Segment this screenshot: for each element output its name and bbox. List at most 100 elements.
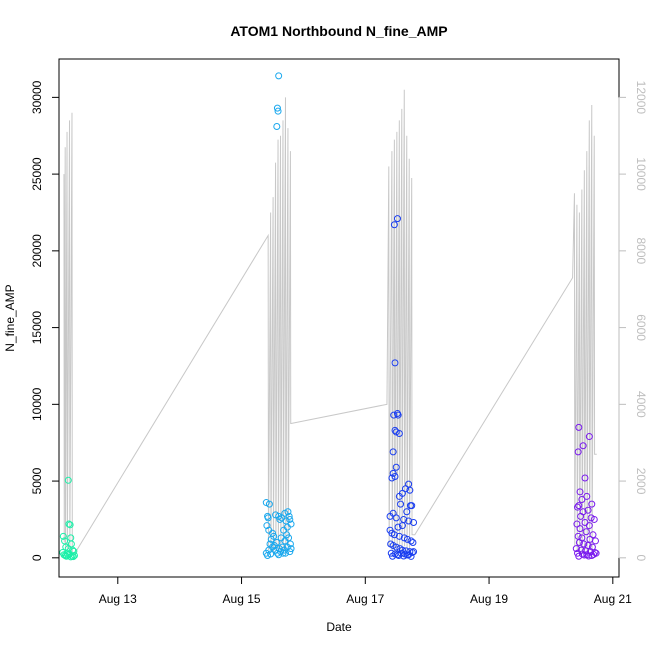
data-point bbox=[575, 538, 583, 546]
data-point bbox=[405, 517, 413, 525]
data-point bbox=[590, 515, 598, 523]
data-point bbox=[64, 545, 72, 553]
data-point bbox=[576, 488, 584, 496]
data-point bbox=[392, 514, 400, 522]
data-point bbox=[406, 486, 414, 494]
data-point bbox=[572, 545, 580, 553]
data-point bbox=[67, 534, 75, 542]
y-tick-label: 25000 bbox=[30, 157, 44, 191]
y-tick-label: 10000 bbox=[30, 387, 44, 421]
chart-title: ATOM1 Northbound N_fine_AMP bbox=[230, 23, 447, 39]
data-point bbox=[407, 537, 415, 545]
data-point bbox=[574, 549, 582, 557]
y-tick-label: 30000 bbox=[30, 80, 44, 114]
data-point bbox=[285, 534, 293, 542]
data-point bbox=[395, 429, 403, 437]
y-axis-right: 0 2000 4000 6000 8000 10000 12000 bbox=[618, 81, 648, 561]
data-point bbox=[395, 532, 403, 540]
data-point bbox=[267, 550, 275, 558]
data-point bbox=[273, 538, 281, 546]
data-point bbox=[265, 546, 273, 554]
y-axis-label: N_fine_AMP bbox=[3, 284, 17, 351]
data-point bbox=[584, 506, 592, 514]
x-tick-label: Aug 13 bbox=[99, 592, 137, 606]
data-point bbox=[286, 515, 294, 523]
data-point bbox=[588, 500, 596, 508]
data-point bbox=[577, 512, 585, 520]
x-tick-label: Aug 15 bbox=[223, 592, 261, 606]
data-point bbox=[277, 534, 285, 542]
data-point bbox=[583, 551, 591, 559]
data-point bbox=[273, 104, 281, 112]
data-point bbox=[275, 72, 283, 80]
data-point bbox=[281, 549, 289, 557]
data-point bbox=[575, 423, 583, 431]
x-tick-label: Aug 17 bbox=[346, 592, 384, 606]
data-point bbox=[67, 553, 75, 561]
y2-tick-label: 8000 bbox=[634, 238, 648, 265]
plot-frame bbox=[58, 58, 620, 578]
data-point bbox=[579, 442, 587, 450]
data-point bbox=[591, 537, 599, 545]
data-point bbox=[392, 543, 400, 551]
left-axis-points bbox=[59, 72, 600, 561]
data-point bbox=[392, 463, 400, 471]
data-point bbox=[395, 492, 403, 500]
y-tick-label: 20000 bbox=[30, 234, 44, 268]
x-tick-label: Aug 21 bbox=[594, 592, 632, 606]
data-point bbox=[391, 359, 399, 367]
data-point bbox=[585, 522, 593, 530]
data-point bbox=[265, 500, 273, 508]
data-point bbox=[580, 551, 588, 559]
data-point bbox=[393, 215, 401, 223]
data-point bbox=[65, 520, 73, 528]
data-point bbox=[64, 476, 72, 484]
data-point bbox=[387, 549, 395, 557]
data-point bbox=[70, 552, 78, 560]
data-point bbox=[275, 545, 283, 553]
data-point bbox=[284, 508, 292, 516]
data-point bbox=[276, 515, 284, 523]
data-point bbox=[406, 502, 414, 510]
data-point bbox=[267, 535, 275, 543]
data-point bbox=[390, 221, 398, 229]
data-point bbox=[274, 107, 282, 115]
data-point bbox=[410, 548, 418, 556]
data-point bbox=[263, 522, 271, 530]
data-point bbox=[397, 500, 405, 508]
data-point bbox=[279, 549, 287, 557]
data-point bbox=[580, 540, 588, 548]
data-point bbox=[394, 411, 402, 419]
y2-tick-label: 0 bbox=[634, 554, 648, 561]
data-point bbox=[574, 448, 582, 456]
data-point bbox=[390, 411, 398, 419]
data-point bbox=[395, 552, 403, 560]
data-point bbox=[585, 552, 593, 560]
data-point bbox=[403, 508, 411, 516]
data-point bbox=[70, 547, 78, 555]
data-point bbox=[575, 502, 583, 510]
data-point bbox=[403, 535, 411, 543]
data-point bbox=[400, 552, 408, 560]
data-point bbox=[59, 532, 67, 540]
y2-tick-label: 4000 bbox=[634, 391, 648, 418]
y2-tick-label: 10000 bbox=[634, 157, 648, 191]
data-point bbox=[574, 503, 582, 511]
data-point bbox=[582, 528, 590, 536]
data-point bbox=[287, 545, 295, 553]
data-point bbox=[273, 123, 281, 131]
x-tick-label: Aug 19 bbox=[470, 592, 508, 606]
data-point bbox=[583, 492, 591, 500]
right-axis-series bbox=[63, 89, 597, 555]
data-point bbox=[66, 521, 74, 529]
data-point bbox=[585, 433, 593, 441]
data-point bbox=[578, 495, 586, 503]
data-point bbox=[409, 538, 417, 546]
data-point bbox=[410, 519, 418, 527]
data-point bbox=[69, 553, 77, 561]
data-point bbox=[394, 523, 402, 531]
y2-tick-label: 2000 bbox=[634, 468, 648, 495]
x-axis-label: Date bbox=[326, 620, 352, 634]
data-point bbox=[283, 543, 291, 551]
